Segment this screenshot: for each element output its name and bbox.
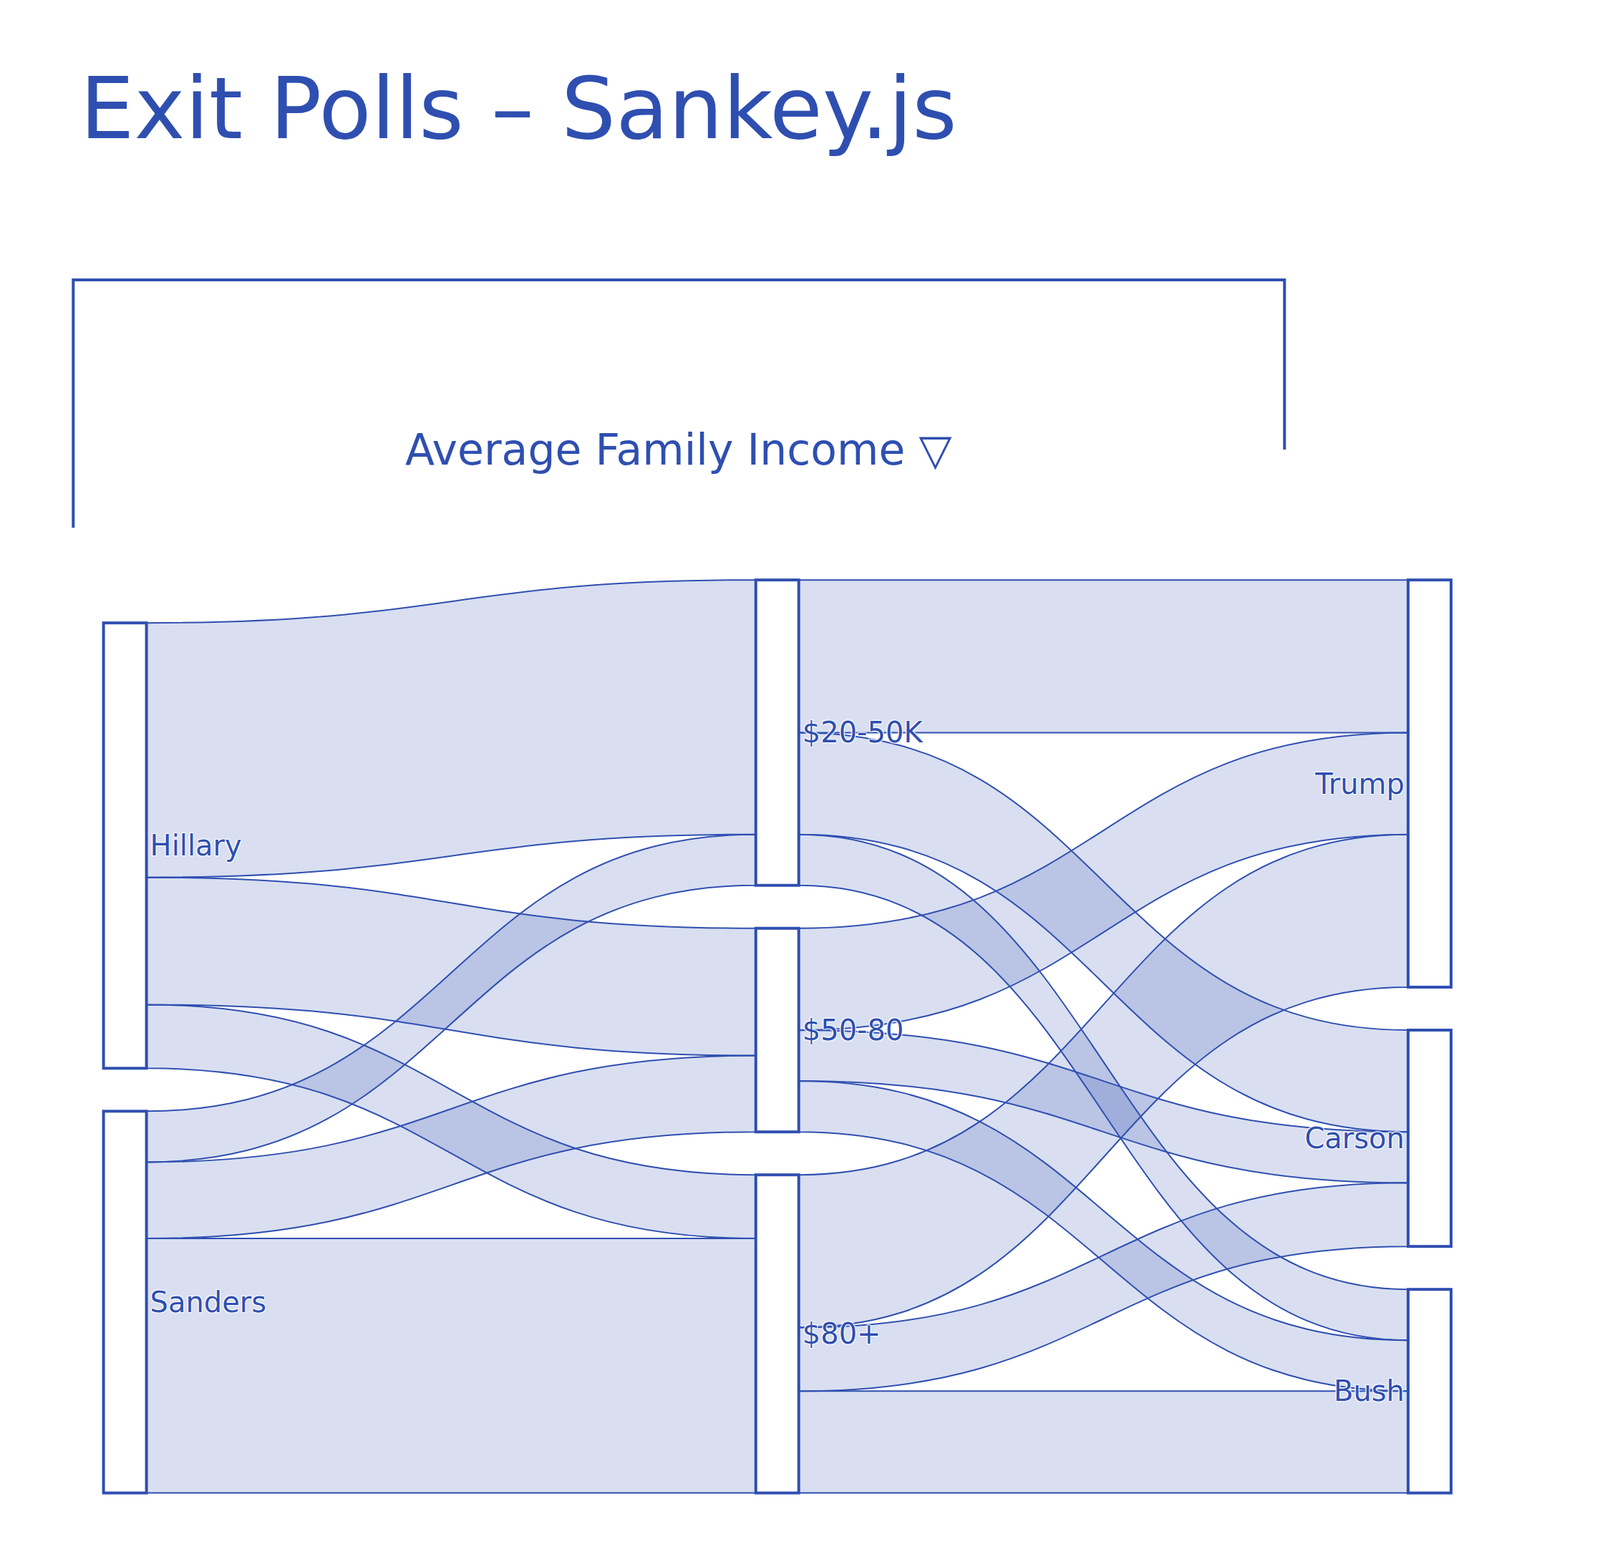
svg-text:Bush: Bush <box>1333 1374 1405 1408</box>
svg-text:$80+: $80+ <box>802 1317 882 1351</box>
svg-text:$50-80: $50-80 <box>802 1013 905 1047</box>
svg-text:Sanders: Sanders <box>150 1285 268 1319</box>
svg-text:Carson: Carson <box>1304 1121 1405 1155</box>
svg-text:Average Family Income ▽: Average Family Income ▽ <box>405 424 953 475</box>
svg-text:$20-50K: $20-50K <box>802 715 925 749</box>
svg-text:Trump: Trump <box>1314 767 1405 801</box>
svg-text:Hillary: Hillary <box>150 828 242 862</box>
svg-text:Exit Polls – Sankey.js: Exit Polls – Sankey.js <box>80 58 958 159</box>
